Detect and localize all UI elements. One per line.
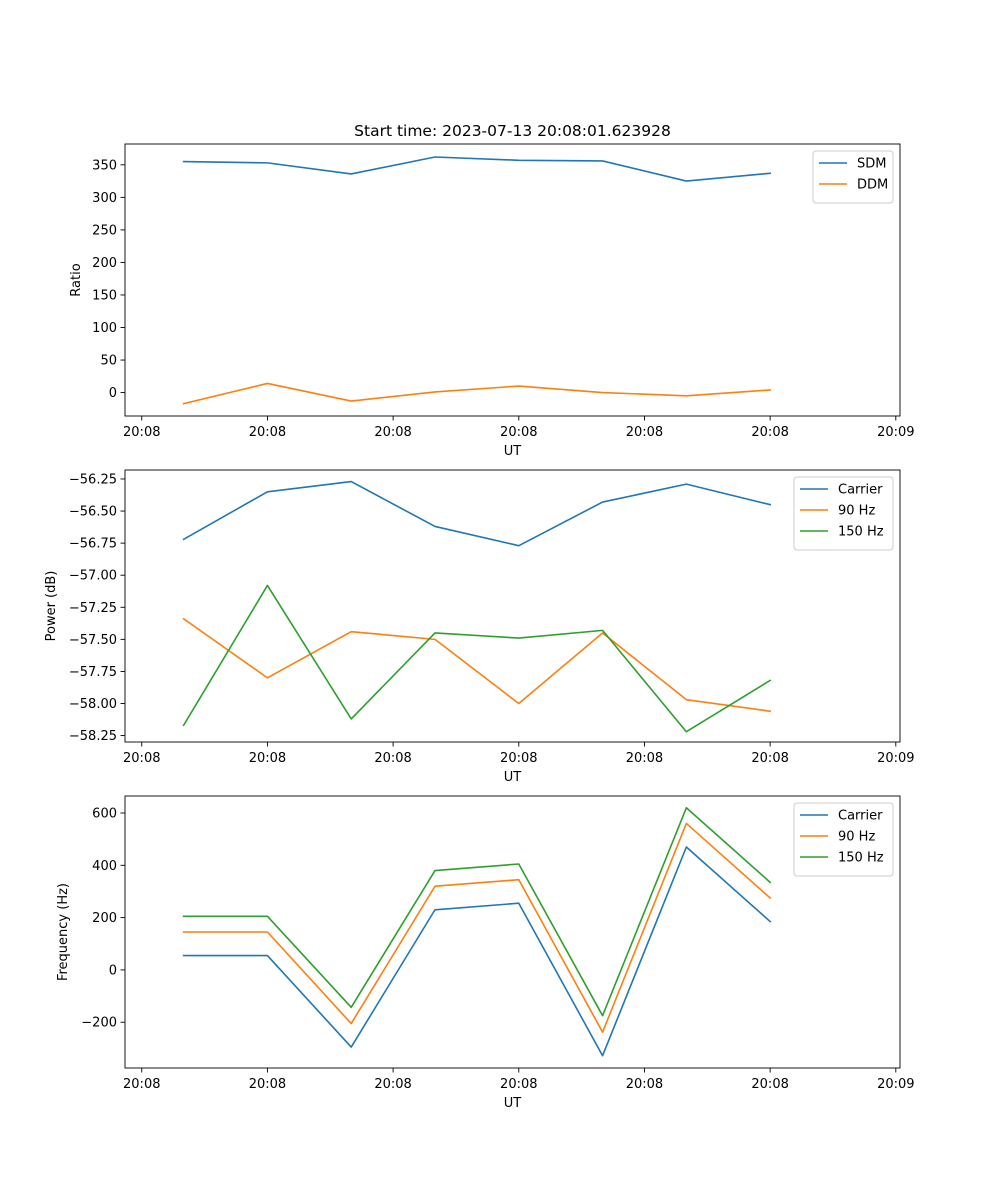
frequency-series-carrier-line — [182, 846, 772, 1057]
ratio-series-ddm-line — [182, 382, 771, 405]
frequency-legend-label-150-hz: 150 Hz — [838, 851, 884, 866]
frequency-x-axis-label: UT — [504, 1096, 522, 1111]
frequency-series-90-hz-line — [182, 822, 772, 1033]
frequency-x-tick-label: 20:08 — [751, 1077, 788, 1092]
ratio-x-tick-label: 20:08 — [249, 425, 286, 440]
frequency-y-axis-label: Frequency (Hz) — [56, 883, 71, 981]
power-y-axis-label: Power (dB) — [44, 571, 59, 642]
power-y-tick-label: −58.00 — [69, 697, 117, 712]
power-x-axis-label: UT — [504, 770, 522, 785]
ratio-y-tick-label: 250 — [92, 223, 117, 238]
power-x-tick-label: 20:08 — [626, 751, 663, 766]
ratio-x-tick-label: 20:09 — [877, 425, 914, 440]
frequency-legend-label-carrier: Carrier — [838, 809, 883, 824]
ratio-y-tick-label: 200 — [92, 256, 117, 271]
power-x-tick-label: 20:08 — [123, 751, 160, 766]
frequency-legend: Carrier 90 Hz 150 Hz — [793, 802, 894, 877]
ratio-series-sdm-line — [182, 156, 772, 182]
ratio-y-tick-label: 50 — [100, 354, 117, 369]
power-y-tick-label: −56.50 — [69, 505, 117, 520]
frequency-series-150-hz-line — [182, 806, 772, 1017]
frequency-x-tick-label: 20:08 — [626, 1077, 663, 1092]
ratio-x-tick-label: 20:08 — [751, 425, 788, 440]
ratio-y-tick-label: 150 — [92, 288, 117, 303]
frequency-x-tick-label: 20:08 — [500, 1077, 537, 1092]
frequency-x-tick-label: 20:08 — [123, 1077, 160, 1092]
power-series-150-hz-line — [182, 584, 772, 733]
power-x-tick-label: 20:08 — [249, 751, 286, 766]
power-y-tick-label: −57.75 — [69, 665, 117, 680]
ratio-chart: 20:08 20:08 20:08 20:08 20:08 20:08 20:09 0 50 10… — [69, 143, 915, 459]
ratio-legend-label-sdm: SDM — [857, 157, 886, 172]
ratio-legend-box — [812, 150, 894, 204]
power-series-carrier-line — [182, 480, 772, 547]
power-y-tick-label: −56.75 — [69, 537, 117, 552]
frequency-y-tick-label: 200 — [92, 911, 117, 926]
power-x-tick-label: 20:08 — [751, 751, 788, 766]
power-y-tick-label: −57.50 — [69, 633, 117, 648]
ratio-y-tick-label: 0 — [109, 386, 117, 401]
ratio-x-axis-label: UT — [504, 444, 522, 459]
power-y-tick-label: −57.00 — [69, 569, 117, 584]
power-axes-frame — [124, 469, 901, 743]
power-legend-label-carrier: Carrier — [838, 483, 883, 498]
power-legend-label-90-hz: 90 Hz — [838, 504, 875, 519]
power-y-tick-label: −56.25 — [69, 472, 117, 487]
frequency-y-tick-label: 0 — [109, 963, 117, 978]
frequency-x-tick-label: 20:08 — [374, 1077, 411, 1092]
ratio-y-tick-label: 100 — [92, 321, 117, 336]
power-y-tick-label: −58.25 — [69, 729, 117, 744]
ratio-axes-frame — [124, 143, 901, 417]
frequency-legend-label-90-hz: 90 Hz — [838, 830, 875, 845]
power-x-tick-label: 20:08 — [374, 751, 411, 766]
power-x-tick-label: 20:09 — [877, 751, 914, 766]
frequency-y-tick-label: 400 — [92, 859, 117, 874]
ratio-x-tick-label: 20:08 — [500, 425, 537, 440]
power-y-tick-label: −57.25 — [69, 601, 117, 616]
frequency-y-tick-label: −200 — [81, 1016, 117, 1031]
power-x-tick-label: 20:08 — [500, 751, 537, 766]
frequency-x-tick-label: 20:08 — [249, 1077, 286, 1092]
power-series-90-hz-line — [182, 617, 772, 713]
frequency-chart: 20:08 20:08 20:08 20:08 20:08 20:08 20:09 −200 0… — [56, 795, 915, 1111]
ratio-x-tick-label: 20:08 — [374, 425, 411, 440]
power-legend: Carrier 90 Hz 150 Hz — [793, 476, 894, 551]
ratio-legend: SDM DDM — [812, 150, 894, 204]
ratio-y-axis-label: Ratio — [69, 263, 84, 296]
ratio-legend-label-ddm: DDM — [857, 178, 888, 193]
ratio-y-tick-label: 300 — [92, 191, 117, 206]
frequency-y-tick-label: 600 — [92, 807, 117, 822]
power-legend-label-150-hz: 150 Hz — [838, 525, 884, 540]
frequency-x-tick-label: 20:09 — [877, 1077, 914, 1092]
power-chart: 20:08 20:08 20:08 20:08 20:08 20:08 20:09 −58.2… — [44, 469, 915, 785]
frequency-axes-frame — [124, 795, 901, 1069]
figure-title: Start time: 2023-07-13 20:08:01.623928 — [354, 122, 671, 140]
ratio-x-tick-label: 20:08 — [626, 425, 663, 440]
ratio-x-tick-label: 20:08 — [123, 425, 160, 440]
ratio-y-tick-label: 350 — [92, 158, 117, 173]
